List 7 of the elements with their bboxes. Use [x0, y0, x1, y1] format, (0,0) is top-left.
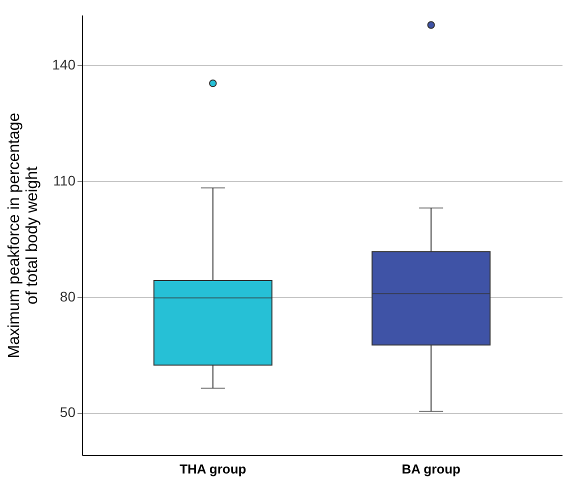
y-tick-label: 50 [60, 404, 76, 420]
x-tick-label: BA group [402, 462, 461, 476]
y-tick-label: 110 [53, 172, 76, 188]
y-tick-label: 140 [52, 56, 76, 73]
x-tick-label: THA group [180, 462, 246, 476]
y-axis-title: Maximum peakforce in percentage of total body weight [6, 112, 42, 358]
y-tick-label: 80 [60, 288, 76, 304]
